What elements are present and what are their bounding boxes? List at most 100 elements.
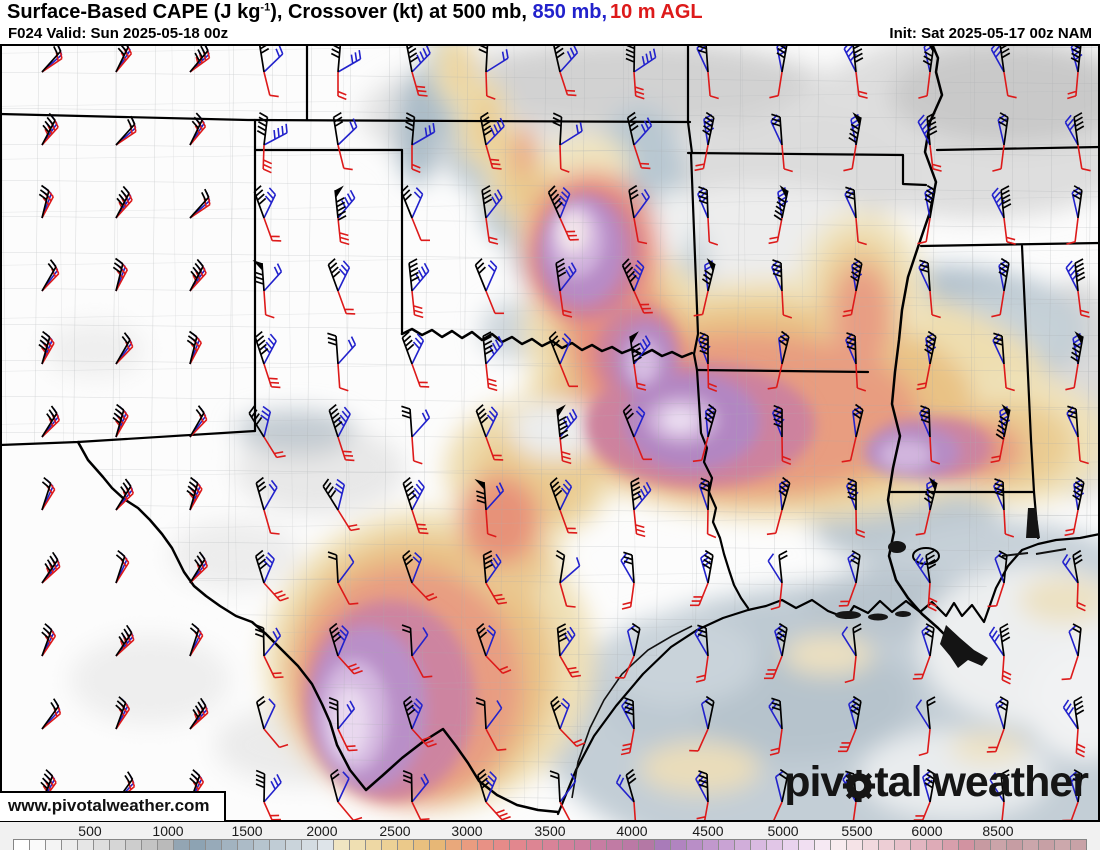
colorbar-cell: [157, 840, 174, 850]
colorbar-cell: [109, 840, 126, 850]
border-rio-grande: [76, 440, 560, 814]
colorbar-cell: [253, 840, 270, 850]
colorbar-tick-label: 3500: [534, 823, 566, 839]
colorbar-tick-label: 4000: [616, 823, 648, 839]
gear-icon: [843, 769, 876, 802]
colorbar-cell: [621, 840, 638, 850]
map-frame: [0, 44, 1100, 822]
colorbar-cell: [349, 840, 366, 850]
border-lat37: [0, 112, 692, 124]
padre-island: [571, 625, 693, 799]
colorbar-cell: [1021, 840, 1038, 850]
colorbar-cell: [397, 840, 414, 850]
colorbar-cell: [829, 840, 846, 850]
colorbar-cell: [589, 840, 606, 850]
colorbar-cell: [685, 840, 702, 850]
watermark: www.pivotalweather.com: [0, 791, 226, 821]
colorbar-cell: [573, 840, 590, 850]
colorbar-cell: [765, 840, 782, 850]
colorbar-cell: [861, 840, 878, 850]
colorbar-cell: [525, 840, 542, 850]
colorbar-cell: [381, 840, 398, 850]
colorbar-cell: [877, 840, 894, 850]
mississippi-delta: [940, 625, 988, 668]
colorbar-cell: [637, 840, 654, 850]
colorbar-cell: [77, 840, 94, 850]
colorbar-cell: [941, 840, 958, 850]
colorbar-cell: [14, 840, 30, 850]
colorbar-cell: [237, 840, 254, 850]
colorbar-tick-label: 8500: [982, 823, 1014, 839]
colorbar-cell: [557, 840, 574, 850]
colorbar-cell: [285, 840, 302, 850]
border-ks-mo: [686, 44, 694, 155]
title-black: Surface-Based CAPE (J kg: [7, 1, 261, 23]
border-tx-la: [695, 368, 750, 610]
colorbar-cell: [461, 840, 478, 850]
colorbar-cell: [93, 840, 110, 850]
colorbar-cell: [893, 840, 910, 850]
colorbar-cell: [957, 840, 974, 850]
colorbar-cell: [29, 840, 46, 850]
colorbar-cell: [269, 840, 286, 850]
colorbar-cell: [797, 840, 814, 850]
colorbar-cell: [477, 840, 494, 850]
colorbar-cell: [445, 840, 462, 850]
mobile-bay: [1026, 508, 1040, 538]
colorbar-cell: [365, 840, 382, 850]
page-title: Surface-Based CAPE (J kg-1), Crossover (…: [7, 1, 703, 24]
state-borders-layer: [0, 44, 1100, 816]
coastal-details-layer: [571, 508, 1067, 799]
colorbar-cell: [125, 840, 142, 850]
colorbar-cell: [1005, 840, 1022, 850]
colorbar-cell: [205, 840, 222, 850]
colorbar-cell: [733, 840, 750, 850]
colorbar-tick-label: 5500: [841, 823, 873, 839]
colorbar-cell: [61, 840, 78, 850]
wind-barbs-layer: [38, 44, 1091, 822]
marsh-blob: [868, 613, 888, 621]
cape-map: [0, 44, 1100, 822]
title-superscript: -1: [260, 1, 271, 14]
colorbar-cell: [653, 840, 670, 850]
colorbar-cell: [701, 840, 718, 850]
colorbar-cell: [141, 840, 158, 850]
colorbar-cell: [413, 840, 430, 850]
colorbar-cell: [973, 840, 990, 850]
colorbar-cell: [1038, 840, 1055, 850]
colorbar-cell: [781, 840, 798, 850]
colorbar-cell: [605, 840, 622, 850]
logo-text-post: tal weather: [874, 758, 1089, 806]
header: Surface-Based CAPE (J kg-1), Crossover (…: [0, 0, 1100, 44]
colorbar-cell: [1070, 840, 1087, 850]
colorbar-cell: [221, 840, 238, 850]
colorbar-cells: [13, 839, 1087, 850]
colorbar-cell: [669, 840, 686, 850]
colorbar-cell: [333, 840, 350, 850]
colorbar-cell: [189, 840, 206, 850]
colorbar-cell: [301, 840, 318, 850]
colorbar-cell: [509, 840, 526, 850]
colorbar-tick-label: 2000: [306, 823, 338, 839]
colorbar-cell: [173, 840, 190, 850]
map-canvas: www.pivotalweather.com piv tal weather: [0, 44, 1100, 822]
colorbar-cell: [317, 840, 334, 850]
cape-colorbar: 500 1000 1500 2000 2500 3000 3500 4000 4500 5000 5…: [0, 822, 1100, 850]
border-ky-tn: [935, 145, 1100, 152]
lake-grand: [888, 541, 906, 553]
colorbar-cell: [717, 840, 734, 850]
colorbar-tick-label: 2500: [379, 823, 411, 839]
colorbar-tick-label: 4500: [692, 823, 724, 839]
marsh-blob: [895, 611, 911, 617]
colorbar-tick-label: 1500: [231, 823, 263, 839]
colorbar-cell: [845, 840, 862, 850]
colorbar-tick-label: 500: [78, 823, 102, 839]
border-mo-ar: [686, 151, 928, 187]
marsh-blob: [835, 611, 861, 619]
colorbar-cell: [1054, 840, 1071, 850]
colorbar-tick-label: 5000: [767, 823, 799, 839]
border-ms-al: [1020, 244, 1036, 494]
title-850mb: 850 mb,: [532, 1, 607, 23]
colorbar-cell: [45, 840, 62, 850]
